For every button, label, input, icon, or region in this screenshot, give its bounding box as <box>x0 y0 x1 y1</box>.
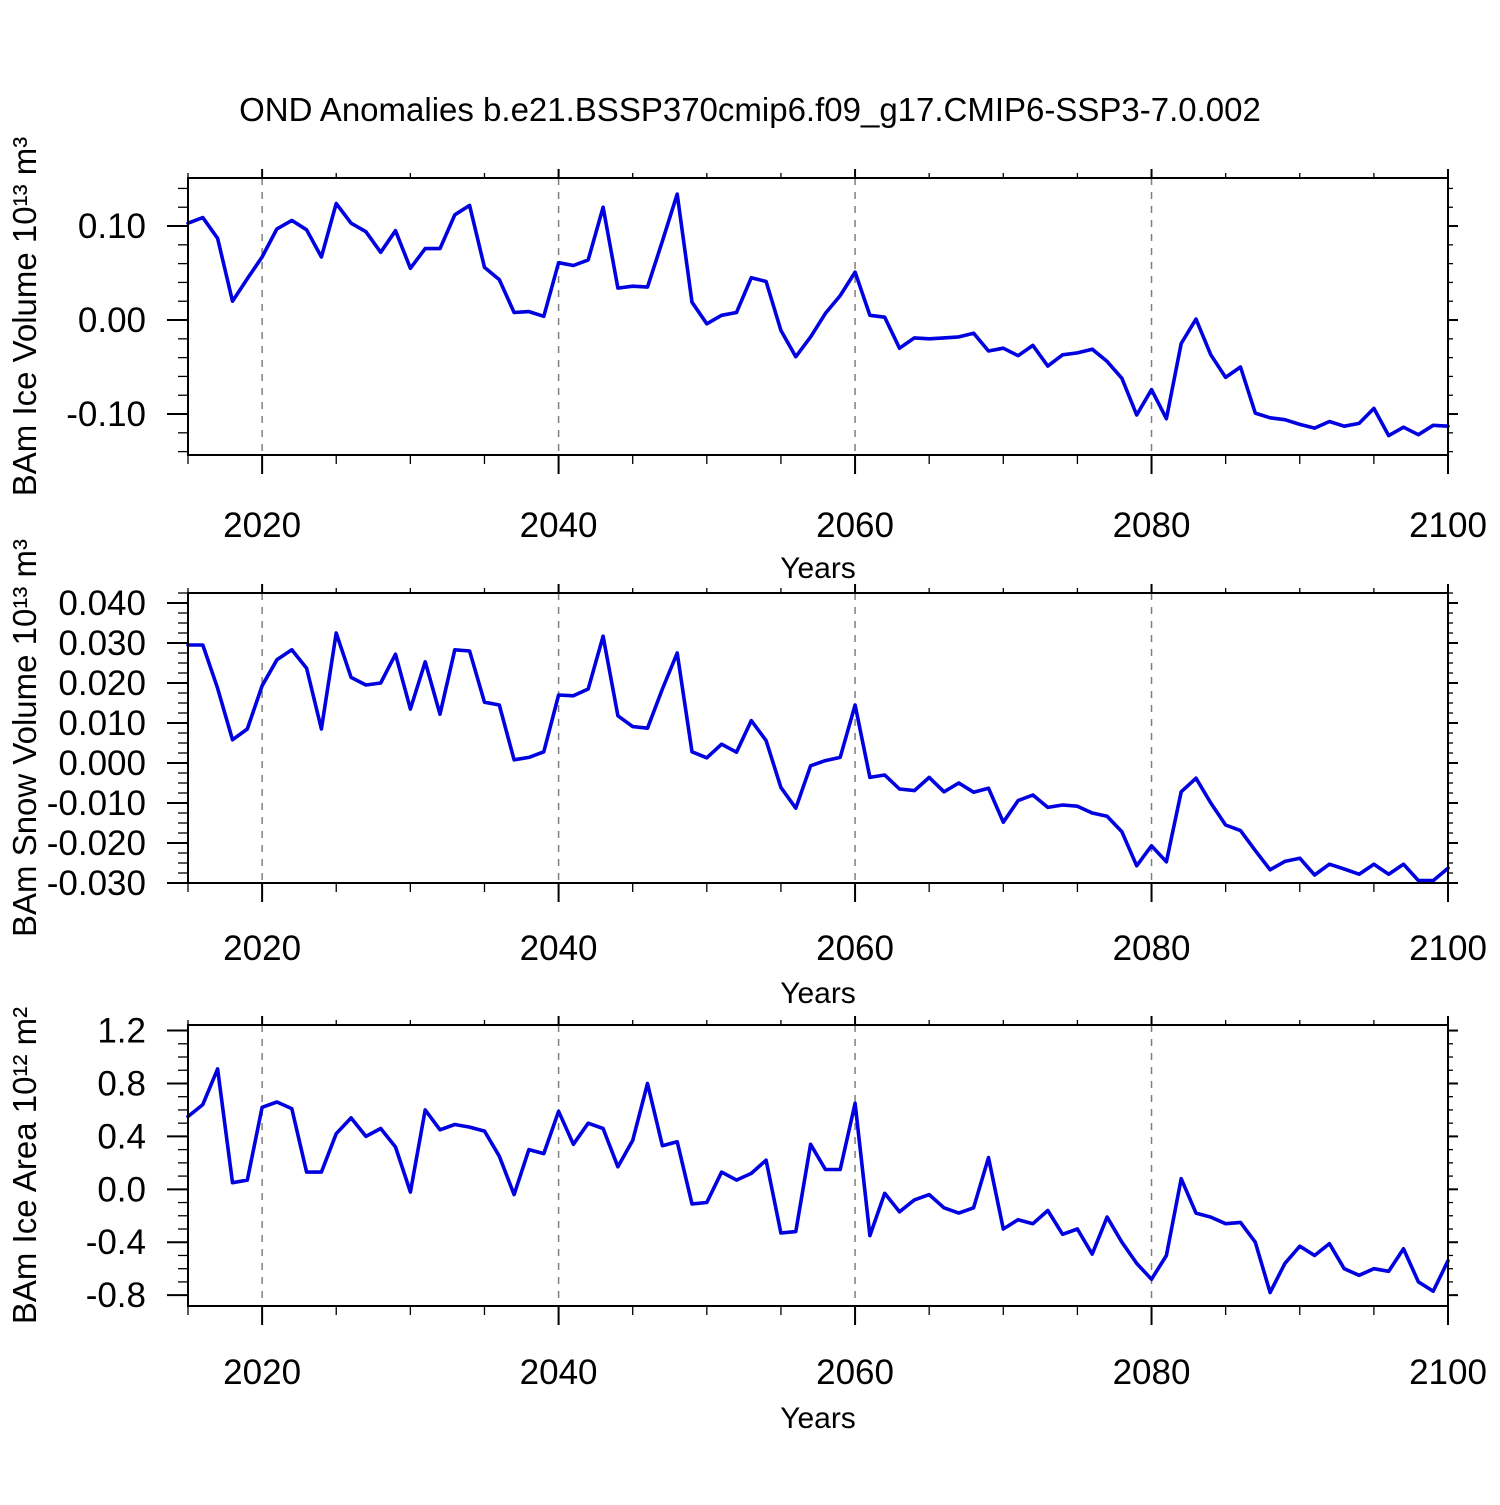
x-tick-label: 2020 <box>223 1353 301 1392</box>
figure-title: OND Anomalies b.e21.BSSP370cmip6.f09_g17… <box>239 91 1261 128</box>
x-tick-label: 2100 <box>1409 929 1487 968</box>
panel-snow-volume: 2020 2040 2060 2080 2100 0.0400.0300.0200.010… <box>6 539 1487 1010</box>
y-tick-label: 1.2 <box>97 1012 146 1051</box>
x-axis-title: Years <box>780 1402 856 1435</box>
plot-border <box>187 1024 1449 1307</box>
x-tick-label: 2020 <box>223 929 301 968</box>
data-line-ice-volume <box>186 192 1450 438</box>
x-tick-label: 2040 <box>520 1353 598 1392</box>
x-tick-label: 2080 <box>1113 1353 1191 1392</box>
y-tick-label: 0.020 <box>58 664 146 703</box>
x-tick-label: 2060 <box>816 1353 894 1392</box>
y-tick-label: -0.8 <box>86 1276 146 1315</box>
y-tick-label: 0.8 <box>97 1064 146 1103</box>
x-tick-label: 2020 <box>223 506 301 545</box>
y-tick-label: 0.010 <box>58 704 146 743</box>
y-tick-label: -0.030 <box>47 864 146 903</box>
y-tick-label: 0.10 <box>78 207 146 246</box>
x-tick-label: 2040 <box>520 929 598 968</box>
data-line-snow-volume <box>186 631 1450 883</box>
panel-ice-volume: 2020 2040 2060 2080 2100 0.10 0.00 -0.10 Years BA… <box>6 137 1487 585</box>
y-tick-label: -0.010 <box>47 784 146 823</box>
x-tick-label: 2060 <box>816 929 894 968</box>
y-tick-label: 0.030 <box>58 624 146 663</box>
x-tick-label: 2040 <box>520 506 598 545</box>
y-tick-label: 0.00 <box>78 301 146 340</box>
y-tick-label: -0.4 <box>86 1223 146 1262</box>
x-tick-label: 2100 <box>1409 506 1487 545</box>
y-tick-label: 0.040 <box>58 584 146 623</box>
x-axis-title: Years <box>780 552 856 585</box>
data-line-ice-area <box>186 1067 1450 1295</box>
y-tick-label: -0.020 <box>47 824 146 863</box>
y-axis-title: BAm Ice Area 10¹² m² <box>6 1007 43 1324</box>
y-axis-title: BAm Ice Volume 10¹³ m³ <box>6 137 43 496</box>
plot-border <box>187 592 1449 884</box>
y-tick-label: 0.000 <box>58 744 146 783</box>
x-tick-label: 2100 <box>1409 1353 1487 1392</box>
x-tick-label: 2080 <box>1113 506 1191 545</box>
panel-ice-area: 2020 2040 2060 2080 2100 1.2 0.8 0.4 0.0 -0.4 -0.8… <box>6 1007 1487 1435</box>
y-axis-title: BAm Snow Volume 10¹³ m³ <box>6 539 43 937</box>
y-tick-label: 0.4 <box>97 1117 146 1156</box>
y-tick-label: 0.0 <box>97 1170 146 1209</box>
x-tick-label: 2060 <box>816 506 894 545</box>
x-axis-title: Years <box>780 977 856 1010</box>
x-tick-label: 2080 <box>1113 929 1191 968</box>
plot-border <box>187 177 1449 456</box>
y-tick-label: -0.10 <box>66 395 146 434</box>
